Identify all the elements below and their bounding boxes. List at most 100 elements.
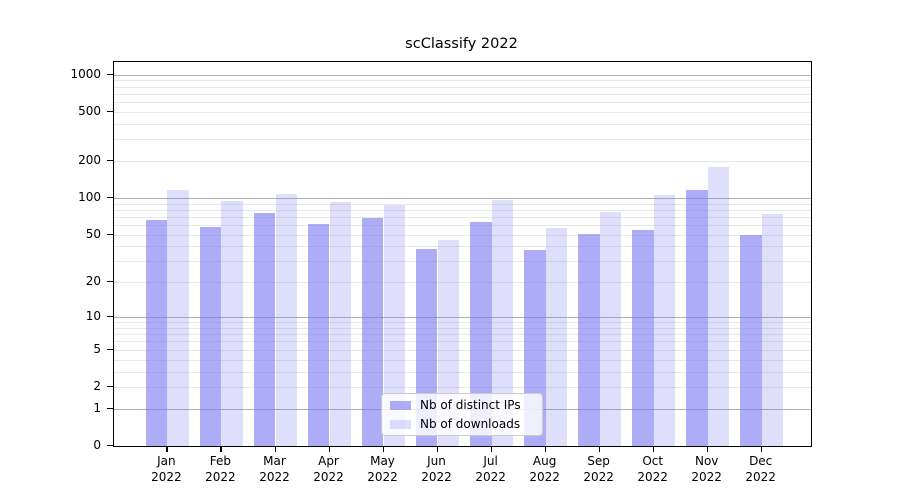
minor-gridline xyxy=(114,334,811,336)
bar-downloads-aug xyxy=(545,227,568,446)
x-tick-label: Jul 2022 xyxy=(475,454,506,484)
x-tick xyxy=(490,446,492,452)
y-tick-label: 10 xyxy=(85,309,101,324)
legend-label-downloads: Nb of downloads xyxy=(420,417,521,431)
x-tick xyxy=(274,446,276,452)
x-tick xyxy=(220,446,222,452)
bar-distinct-ips-mar xyxy=(253,213,276,446)
minor-gridline xyxy=(114,139,811,141)
x-tick-label: Apr 2022 xyxy=(313,454,344,484)
bar-distinct-ips-dec xyxy=(740,234,762,446)
bar-downloads-apr xyxy=(329,201,352,446)
x-tick-label: Aug 2022 xyxy=(529,454,560,484)
x-tick-label: Dec 2022 xyxy=(745,454,776,484)
minor-gridline xyxy=(114,341,811,343)
x-tick-label: May 2022 xyxy=(367,454,398,484)
y-tick xyxy=(107,348,113,350)
minor-gridline xyxy=(114,282,811,284)
legend-label-distinct-ips: Nb of distinct IPs xyxy=(420,398,521,412)
x-tick xyxy=(706,446,708,452)
bar-downloads-nov xyxy=(707,166,730,446)
x-tick xyxy=(544,446,546,452)
bar-distinct-ips-sep xyxy=(578,233,600,446)
minor-gridline xyxy=(114,86,811,88)
x-tick-label: Jun 2022 xyxy=(421,454,452,484)
x-tick-label: Jan 2022 xyxy=(151,454,182,484)
y-tick xyxy=(107,110,113,112)
bar-downloads-jul xyxy=(491,200,514,446)
bar-distinct-ips-may xyxy=(361,218,384,446)
minor-gridline xyxy=(114,371,811,373)
x-tick-label: Feb 2022 xyxy=(205,454,236,484)
chart-title: scClassify 2022 xyxy=(405,36,518,52)
minor-gridline xyxy=(114,216,811,218)
bar-downloads-dec xyxy=(761,213,784,446)
minor-gridline xyxy=(114,80,811,82)
minor-gridline xyxy=(114,93,811,95)
y-tick-label: 500 xyxy=(78,103,101,118)
y-tick-label: 50 xyxy=(85,226,101,241)
legend-item-downloads: Nb of downloads xyxy=(390,416,534,432)
bar-distinct-ips-apr xyxy=(307,224,330,446)
y-tick-label: 20 xyxy=(85,274,101,289)
bar-downloads-sep xyxy=(599,211,622,446)
y-tick xyxy=(107,316,113,318)
minor-gridline xyxy=(114,209,811,211)
legend-swatch-distinct-ips xyxy=(390,400,411,410)
minor-gridline xyxy=(114,386,811,388)
bar-downloads-may xyxy=(383,204,406,446)
y-tick xyxy=(107,196,113,199)
bar-distinct-ips-nov xyxy=(686,190,708,446)
x-tick xyxy=(598,446,600,452)
x-tick xyxy=(760,446,762,452)
y-tick xyxy=(107,385,113,388)
minor-gridline xyxy=(114,261,811,263)
y-tick-label: 5 xyxy=(93,341,101,356)
y-tick-label: 200 xyxy=(78,152,101,167)
minor-gridline xyxy=(114,225,811,226)
x-tick-label: Mar 2022 xyxy=(259,454,290,484)
legend: Nb of distinct IPs Nb of downloads xyxy=(381,393,543,436)
bar-downloads-oct xyxy=(653,194,676,446)
y-tick-label: 1 xyxy=(93,400,101,415)
minor-gridline xyxy=(114,322,811,324)
minor-gridline xyxy=(114,349,811,351)
plot-area xyxy=(113,61,812,447)
minor-gridline xyxy=(114,123,811,125)
bar-downloads-jan xyxy=(167,190,189,446)
x-tick xyxy=(328,446,330,452)
minor-gridline xyxy=(114,160,811,162)
y-tick-label: 100 xyxy=(78,189,101,204)
y-tick xyxy=(107,407,113,409)
minor-gridline xyxy=(114,327,811,329)
y-tick xyxy=(107,159,113,162)
y-tick-label: 1000 xyxy=(70,66,101,81)
x-tick-label: Oct 2022 xyxy=(637,454,668,484)
minor-gridline xyxy=(114,359,811,361)
x-tick xyxy=(382,446,384,452)
bar-downloads-mar xyxy=(275,194,298,446)
minor-gridline xyxy=(114,246,811,248)
bar-distinct-ips-feb xyxy=(199,226,222,446)
major-gridline xyxy=(114,197,811,199)
major-gridline xyxy=(114,317,811,319)
minor-gridline xyxy=(114,111,811,113)
minor-gridline xyxy=(114,234,811,236)
bar-downloads-feb xyxy=(221,200,243,446)
y-tick xyxy=(107,445,113,447)
legend-swatch-downloads xyxy=(390,419,411,429)
x-tick xyxy=(652,446,654,452)
y-tick xyxy=(107,281,113,283)
y-tick-label: 0 xyxy=(93,438,101,452)
bar-distinct-ips-jan xyxy=(145,219,168,446)
x-tick xyxy=(436,446,438,452)
y-tick-label: 2 xyxy=(93,378,101,393)
legend-item-distinct-ips: Nb of distinct IPs xyxy=(390,397,534,413)
bar-distinct-ips-oct xyxy=(632,229,654,446)
x-tick xyxy=(166,446,168,452)
y-tick xyxy=(107,233,113,235)
minor-gridline xyxy=(114,102,811,103)
x-tick-label: Sep 2022 xyxy=(583,454,614,484)
x-tick-label: Nov 2022 xyxy=(691,454,722,484)
